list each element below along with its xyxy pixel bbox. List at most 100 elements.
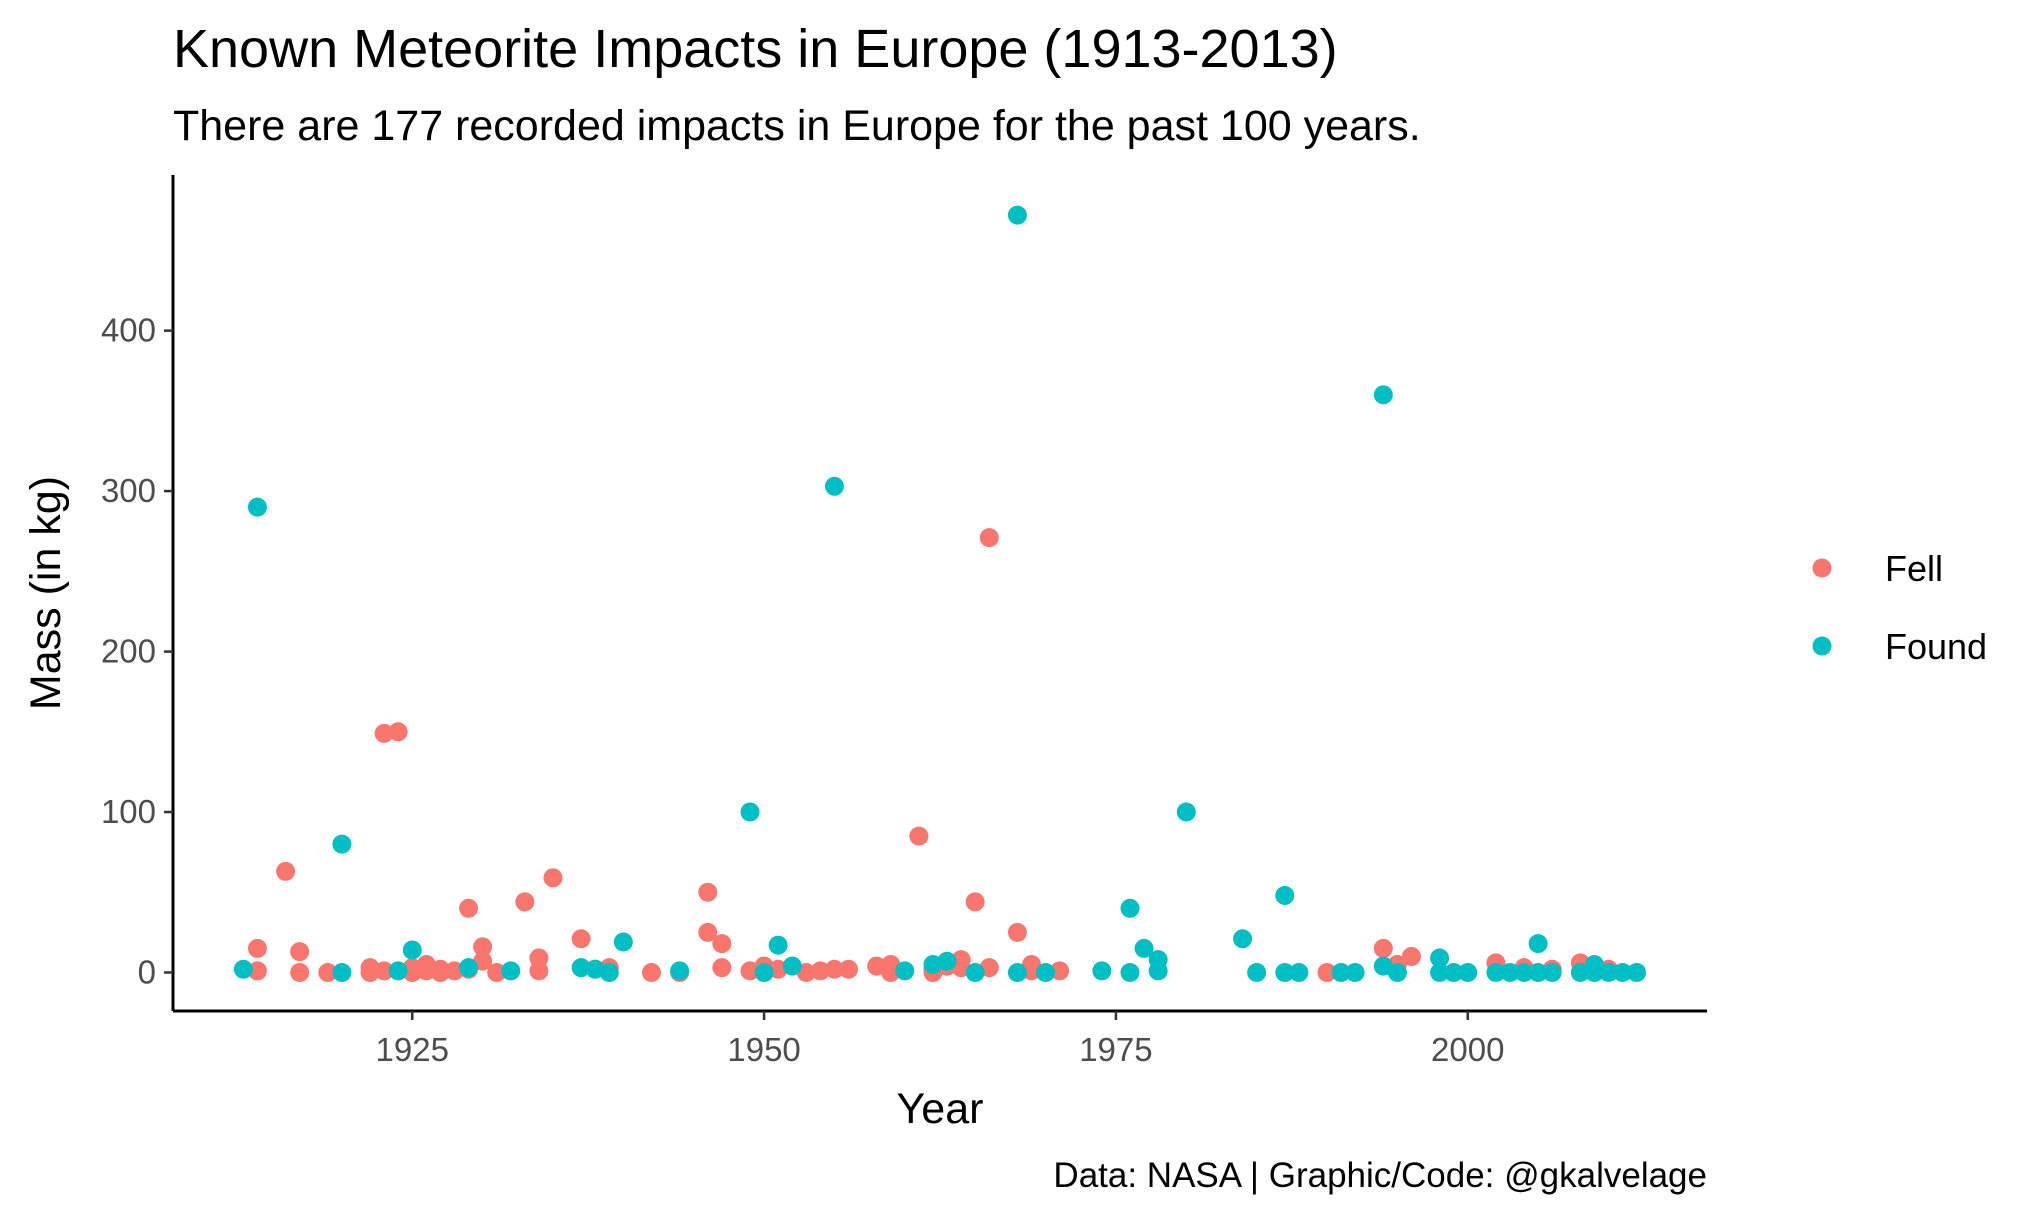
data-point-found — [1233, 929, 1253, 949]
data-point-found — [1542, 962, 1562, 982]
data-point-fell — [979, 528, 999, 548]
legend-key-fell — [1812, 558, 1832, 578]
data-point-found — [965, 962, 985, 982]
data-point-found — [1458, 962, 1478, 982]
data-point-fell — [1021, 961, 1041, 981]
data-point-fell — [1373, 938, 1393, 958]
data-point-fell — [276, 861, 296, 881]
data-point-found — [402, 940, 422, 960]
data-point-found — [1331, 962, 1351, 982]
data-point-fell — [487, 962, 507, 982]
data-point-found — [768, 935, 788, 955]
y-tick-label: 0 — [138, 953, 156, 990]
legend: Fell Found — [1812, 548, 1987, 667]
data-point-fell — [473, 937, 493, 957]
data-point-found — [1092, 961, 1112, 981]
data-point-found — [1486, 962, 1506, 982]
data-point-fell — [698, 882, 718, 902]
legend-label-found: Found — [1885, 626, 1987, 667]
data-point-found — [1176, 802, 1196, 822]
data-point-found — [613, 932, 633, 952]
x-tick-label: 1975 — [1079, 1031, 1152, 1068]
x-axis-title: Year — [897, 1085, 984, 1133]
data-point-found — [233, 959, 253, 979]
data-point-fell — [247, 938, 267, 958]
chart-subtitle: There are 177 recorded impacts in Europe… — [173, 102, 1421, 150]
data-point-fell — [247, 961, 267, 981]
data-point-found — [247, 497, 267, 517]
data-point-fell — [712, 958, 732, 978]
data-point-fell — [1050, 961, 1070, 981]
x-tick-label: 2000 — [1431, 1031, 1504, 1068]
data-point-fell — [374, 723, 394, 743]
data-point-found — [824, 476, 844, 496]
data-point-found — [1120, 962, 1140, 982]
data-point-found — [1514, 962, 1534, 982]
data-point-fell — [459, 898, 479, 918]
data-point-fell — [824, 959, 844, 979]
data-point-found — [501, 961, 521, 981]
data-point-found — [599, 962, 619, 982]
data-point-found — [1444, 962, 1464, 982]
data-point-fell — [543, 868, 563, 888]
data-point-found — [1345, 962, 1365, 982]
data-point-found — [1387, 962, 1407, 982]
chart-title: Known Meteorite Impacts in Europe (1913-… — [173, 19, 1338, 79]
series-fell — [247, 528, 1618, 982]
data-point-found — [754, 962, 774, 982]
data-point-found — [332, 834, 352, 854]
y-axis-ticks: 0 100 200 300 400 — [101, 312, 173, 990]
data-point-fell — [374, 961, 394, 981]
data-point-found — [571, 958, 591, 978]
data-point-fell — [571, 929, 591, 949]
data-point-fell — [318, 962, 338, 982]
data-point-found — [1275, 962, 1295, 982]
data-point-fell — [810, 961, 830, 981]
data-point-fell — [641, 962, 661, 982]
data-point-fell — [698, 922, 718, 942]
data-point-found — [670, 961, 690, 981]
data-point-found — [1627, 962, 1647, 982]
data-point-fell — [388, 722, 408, 742]
data-point-found — [1584, 962, 1604, 982]
data-point-found — [1275, 885, 1295, 905]
data-point-found — [332, 962, 352, 982]
data-point-found — [1500, 962, 1520, 982]
data-point-found — [1247, 962, 1267, 982]
data-point-found — [1036, 962, 1056, 982]
data-point-found — [740, 802, 760, 822]
data-point-found — [388, 961, 408, 981]
data-point-fell — [1317, 962, 1337, 982]
data-point-found — [1134, 938, 1154, 958]
data-point-fell — [529, 961, 549, 981]
data-point-found — [1289, 962, 1309, 982]
data-point-fell — [1007, 922, 1027, 942]
data-point-fell — [909, 826, 929, 846]
data-point-found — [1007, 205, 1027, 225]
data-point-found — [937, 951, 957, 971]
points-layer — [233, 205, 1647, 982]
x-axis-ticks: 1925 1950 1975 2000 — [376, 1011, 1504, 1068]
data-point-found — [1007, 962, 1027, 982]
y-tick-label: 200 — [101, 633, 156, 670]
data-point-found — [1373, 385, 1393, 405]
data-point-fell — [515, 892, 535, 912]
data-point-fell — [1401, 946, 1421, 966]
data-point-fell — [290, 942, 310, 962]
x-tick-label: 1925 — [376, 1031, 449, 1068]
data-point-fell — [416, 961, 436, 981]
x-tick-label: 1950 — [727, 1031, 800, 1068]
data-point-fell — [430, 959, 450, 979]
series-found — [233, 205, 1647, 982]
data-point-found — [895, 961, 915, 981]
chart-caption: Data: NASA | Graphic/Code: @gkalvelage — [1053, 1156, 1707, 1195]
data-point-fell — [402, 962, 422, 982]
legend-key-found — [1812, 636, 1832, 656]
data-point-found — [1613, 962, 1633, 982]
data-point-found — [1528, 962, 1548, 982]
y-axis-title: Mass (in kg) — [22, 476, 70, 710]
data-point-fell — [881, 962, 901, 982]
data-point-found — [1430, 962, 1450, 982]
data-point-found — [459, 958, 479, 978]
